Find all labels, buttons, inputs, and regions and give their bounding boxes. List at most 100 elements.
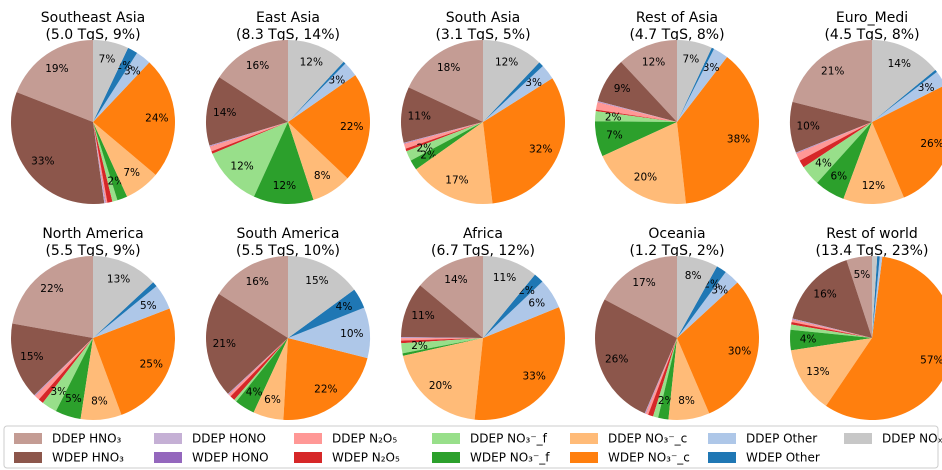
pie-slice [658, 338, 677, 420]
pie-slice [209, 122, 288, 147]
slice-label: 32% [529, 144, 552, 156]
slice-label: 8% [91, 396, 108, 408]
pie-slice [621, 40, 677, 122]
pie-slice [283, 338, 368, 420]
pie-slice [645, 338, 677, 414]
legend-swatch [570, 452, 598, 463]
pie-slice [80, 338, 122, 420]
slice-label: 14% [444, 274, 467, 286]
slice-label: 11% [408, 110, 431, 122]
slice-label: 30% [728, 345, 751, 357]
slice-label: 22% [40, 283, 63, 295]
pie-slice [93, 122, 106, 204]
legend-box [3, 425, 939, 469]
chart-subtitle: (6.7 TgS, 12%) [431, 243, 535, 259]
pie-slice [206, 293, 288, 394]
pie-slice [93, 122, 113, 203]
pie-slice [677, 40, 712, 122]
pie-slice [604, 256, 677, 338]
pie-slice [209, 122, 288, 152]
slice-label: 6% [830, 171, 847, 183]
pie-slice [253, 338, 288, 420]
chart-title: Oceania [648, 226, 705, 242]
pie-slice [483, 256, 535, 338]
slice-label: 16% [246, 276, 269, 288]
pie-slice [483, 78, 565, 204]
pie-slice [677, 47, 715, 122]
slice-label: 12% [642, 56, 665, 68]
pie-slice [93, 122, 128, 201]
chart-subtitle: (13.4 TgS, 23%) [816, 243, 929, 259]
slice-label: 57% [920, 355, 942, 367]
slice-label: 10% [797, 120, 820, 132]
slice-label: 3% [711, 284, 728, 296]
slice-label: 22% [340, 121, 363, 133]
pie-slice [209, 122, 288, 147]
pie-slice [234, 338, 288, 402]
chart-subtitle: (3.1 TgS, 5%) [435, 27, 530, 43]
pie-slice [12, 256, 93, 338]
pie-slice [677, 57, 759, 204]
legend-swatch [432, 433, 460, 444]
slice-label: 3% [50, 386, 67, 398]
legend-label: DDEP HONO [192, 432, 266, 446]
slice-label: 19% [45, 63, 68, 75]
pie-slice [416, 122, 493, 204]
pie-slice [799, 122, 872, 168]
pie-slice [408, 40, 483, 122]
pie-slice [288, 289, 365, 338]
pie-slice [597, 101, 677, 122]
pie-slice [792, 318, 872, 338]
slice-label: 26% [605, 353, 628, 365]
pie-slice [10, 323, 94, 396]
pie-slice [402, 338, 483, 420]
chart-subtitle: (5.5 TgS, 10%) [236, 243, 340, 259]
pie-slice [648, 338, 677, 417]
pie-slice [595, 299, 677, 414]
pie-slice [483, 281, 559, 338]
pie-slice [872, 256, 883, 338]
legend-label: DDEP NOₓ [882, 432, 942, 446]
chart-title: East Asia [256, 10, 320, 26]
legend-swatch [154, 433, 182, 444]
slice-label: 18% [437, 62, 460, 74]
slice-label: 15% [305, 275, 328, 287]
slice-label: 33% [522, 370, 545, 382]
chart-title: Rest of world [826, 226, 917, 242]
slice-label: 21% [213, 338, 236, 350]
pie-slice [790, 324, 872, 338]
pie-slice [790, 101, 872, 153]
slice-label: 4% [800, 334, 817, 346]
pie-slice [790, 338, 872, 406]
pie-slice [401, 337, 483, 339]
slice-label: 3% [703, 62, 720, 74]
legend-label: WDEP HONO [192, 451, 269, 465]
pie-slice [403, 122, 483, 144]
pie-slice [227, 338, 288, 395]
slice-label: 26% [920, 138, 942, 150]
slice-label: 10% [340, 328, 363, 340]
pie-slice [403, 122, 483, 149]
slice-label: 8% [685, 270, 702, 282]
pie-slice [791, 322, 872, 338]
slice-label: 14% [888, 58, 911, 70]
pie-slice [644, 338, 677, 414]
pie-slice [93, 122, 106, 204]
slice-label: 8% [678, 395, 695, 407]
slice-label: 20% [634, 172, 657, 184]
chart-title: Southeast Asia [41, 10, 145, 26]
slice-label: 25% [140, 358, 163, 370]
pie-slice [677, 255, 717, 338]
pie-slice [11, 92, 105, 204]
pie-slice [872, 256, 880, 338]
slice-label: 12% [300, 56, 323, 68]
legend-swatch [294, 452, 322, 463]
pie-slice [35, 338, 93, 400]
pie-slice [288, 122, 348, 200]
pie-slice [645, 338, 677, 415]
pie-slice [474, 307, 565, 420]
pie-slice [595, 102, 677, 122]
pie-slice [288, 256, 355, 338]
chart-subtitle: (5.5 TgS, 9%) [45, 243, 140, 259]
